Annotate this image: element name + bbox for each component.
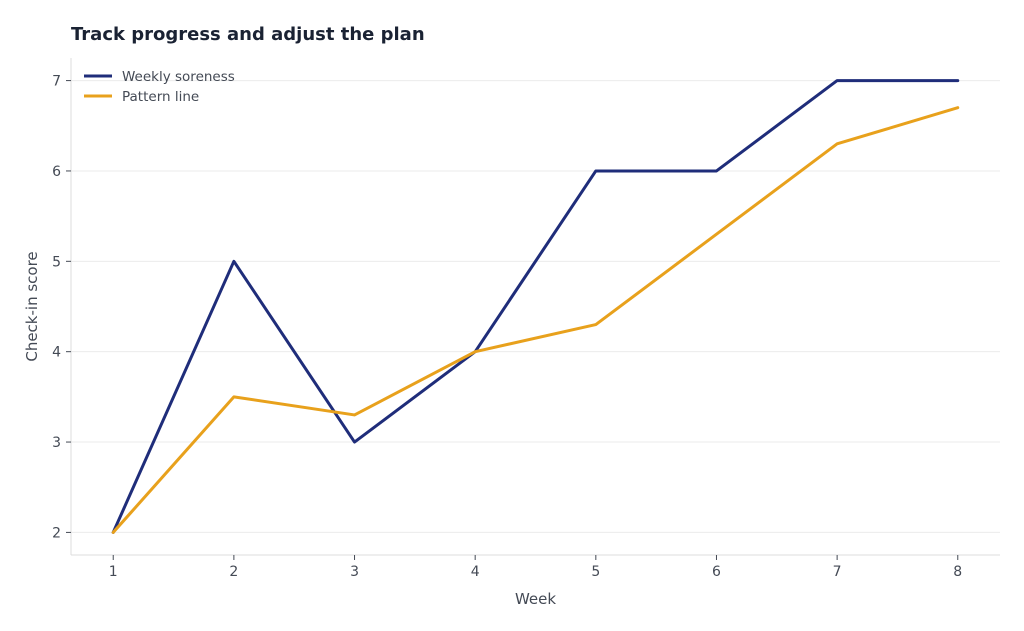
x-tick-label: 8 [953,564,962,580]
y-tick-label: 6 [52,164,61,180]
y-tick-label: 5 [52,254,61,270]
y-axis-label: Check-in score [23,251,41,361]
x-tick-label: 2 [229,564,238,580]
x-axis-label: Week [515,590,556,608]
series-line-weekly-soreness [111,79,960,534]
series-line-pattern-line [111,106,960,534]
x-tick-label: 6 [712,564,721,580]
x-tick-label: 7 [833,564,842,580]
x-ticks: 1 2 3 4 5 6 7 8 [109,555,962,580]
y-tick-label: 2 [52,525,61,541]
y-tick-label: 3 [52,435,61,451]
grid-lines [71,80,1000,533]
series-lines [111,79,960,534]
axes [70,58,1000,556]
x-tick-label: 5 [591,564,600,580]
legend: Weekly soreness Pattern line [84,69,235,105]
legend-label: Weekly soreness [122,69,235,85]
x-tick-label: 4 [471,564,480,580]
x-tick-label: 1 [109,564,118,580]
chart-title: Track progress and adjust the plan [71,24,425,45]
y-tick-label: 4 [52,345,61,361]
y-tick-label: 7 [52,74,61,90]
x-tick-label: 3 [350,564,359,580]
y-ticks: 2 3 4 5 6 7 [52,74,71,541]
legend-label: Pattern line [122,89,199,105]
